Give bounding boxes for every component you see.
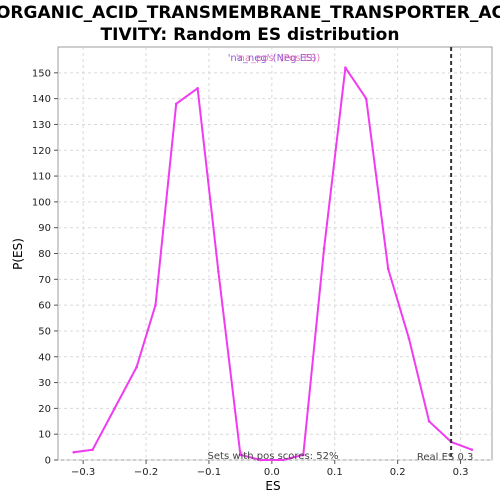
y-tick-label: 20 — [38, 404, 51, 415]
y-tick-label: 120 — [32, 146, 51, 157]
chart-title-line-2: TIVITY: Random ES distribution — [101, 25, 400, 45]
y-tick-label: 30 — [38, 378, 51, 389]
y-tick-label: 110 — [32, 172, 51, 183]
series-point — [344, 66, 347, 69]
x-axis: −0.3 −0.2 −0.1 0.0 0.1 0.2 0.3 — [71, 460, 468, 478]
x-tick-label: −0.1 — [197, 467, 221, 478]
series-point — [323, 247, 326, 250]
x-tick-label: −0.3 — [71, 467, 95, 478]
series-point — [72, 451, 75, 454]
series-point — [428, 420, 431, 423]
y-tick-label: 130 — [32, 120, 51, 131]
real-es-label: Real ES 0.3 — [417, 452, 473, 463]
y-tick-label: 80 — [38, 249, 51, 260]
series-point — [408, 337, 411, 340]
y-tick-label: 150 — [32, 68, 51, 79]
chart-title-line-1: ORGANIC_ACID_TRANSMEMBRANE_TRANSPORTER_A… — [0, 3, 500, 23]
y-tick-label: 0 — [45, 456, 51, 467]
y-tick-label: 70 — [38, 275, 51, 286]
series-point — [175, 102, 178, 105]
y-tick-label: 40 — [38, 352, 51, 363]
series-point — [91, 448, 94, 451]
y-tick-label: 100 — [32, 197, 51, 208]
series-point — [365, 97, 368, 100]
series-point — [217, 270, 220, 273]
x-tick-label: −0.2 — [134, 467, 158, 478]
series-point — [387, 268, 390, 271]
x-tick-label: 0.0 — [264, 467, 280, 478]
series-point — [135, 366, 138, 369]
x-tick-label: 0.1 — [327, 467, 343, 478]
y-tick-label: 90 — [38, 223, 51, 234]
x-tick-label: 0.3 — [453, 467, 469, 478]
y-tick-label: 60 — [38, 301, 51, 312]
x-tick-label: 0.2 — [390, 467, 406, 478]
y-axis: 0 10 20 30 40 50 60 70 80 90 100 110 120 130 140 150 — [32, 68, 58, 466]
y-axis-label: P(ES) — [11, 238, 25, 270]
x-axis-label: ES — [265, 479, 280, 493]
y-tick-label: 10 — [38, 430, 51, 441]
series-point — [196, 87, 199, 90]
series-point — [471, 448, 474, 451]
series-point — [154, 304, 157, 307]
legend-pos-entry: 'na_pos' (Pos ES) — [236, 53, 321, 64]
series-point — [113, 407, 116, 410]
y-tick-label: 50 — [38, 326, 51, 337]
y-tick-label: 140 — [32, 94, 51, 105]
pos-scores-note: Sets with pos scores: 52% — [208, 451, 339, 462]
